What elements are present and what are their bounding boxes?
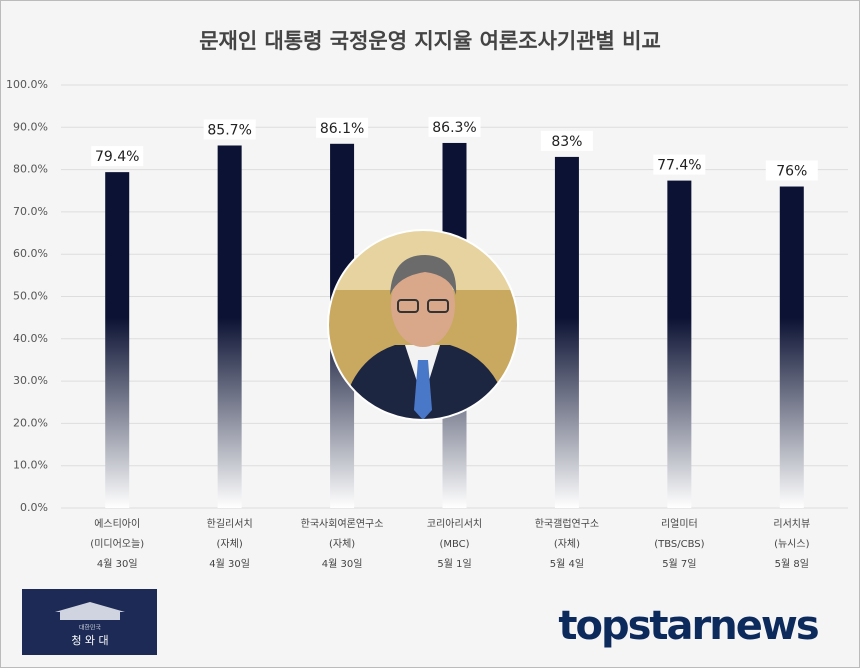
y-tick-label: 100.0% bbox=[6, 78, 48, 91]
value-label-bg bbox=[765, 160, 818, 181]
publisher-logo: topstarnews bbox=[558, 603, 817, 649]
x-tick-source: (MBC) bbox=[439, 539, 469, 550]
x-tick-label: 에스티아이 bbox=[94, 518, 140, 530]
y-tick-label: 90.0% bbox=[13, 120, 48, 133]
photo-border bbox=[327, 229, 519, 421]
x-tick-label: 리얼미터 bbox=[661, 518, 698, 530]
x-tick-source: (자체) bbox=[329, 538, 355, 550]
y-tick-label: 10.0% bbox=[13, 459, 48, 472]
y-tick-label: 0.0% bbox=[20, 501, 48, 514]
x-tick-source: (미디어오늘) bbox=[90, 538, 144, 550]
x-tick-date: 5월 1일 bbox=[437, 558, 471, 570]
value-label: 83% bbox=[551, 134, 582, 150]
value-label-bg bbox=[91, 146, 144, 167]
value-label: 86.3% bbox=[432, 120, 476, 136]
y-tick-label: 40.0% bbox=[13, 332, 48, 345]
bar bbox=[554, 156, 579, 508]
x-tick-source: (TBS/CBS) bbox=[654, 539, 704, 550]
y-tick-label: 50.0% bbox=[13, 290, 48, 303]
photo bbox=[328, 230, 518, 420]
x-tick-date: 5월 8일 bbox=[775, 558, 809, 570]
value-label: 86.1% bbox=[320, 121, 364, 137]
x-tick-label: 한국갤럽연구소 bbox=[535, 518, 599, 530]
value-label-bg bbox=[428, 116, 481, 137]
cheongwadae-logo bbox=[22, 589, 157, 655]
x-tick-date: 4월 30일 bbox=[97, 558, 138, 570]
x-tick-source: (자체) bbox=[554, 538, 580, 550]
value-label-bg bbox=[540, 130, 593, 151]
x-tick-source: (자체) bbox=[217, 538, 243, 550]
y-tick-label: 20.0% bbox=[13, 416, 48, 429]
x-tick-label: 코리아리서치 bbox=[427, 518, 482, 530]
x-tick-label: 한길리서치 bbox=[207, 517, 253, 530]
value-label-bg bbox=[653, 154, 706, 175]
value-label: 85.7% bbox=[207, 122, 251, 138]
x-tick-source: (뉴시스) bbox=[774, 538, 810, 550]
chart-title: 문재인 대통령 국정운영 지지율 여론조사기관별 비교 bbox=[199, 29, 661, 53]
value-label: 79.4% bbox=[95, 149, 139, 165]
bar bbox=[779, 186, 804, 508]
y-tick-label: 70.0% bbox=[13, 205, 48, 218]
cheongwadae-name: 청 와 대 bbox=[71, 634, 108, 647]
cheongwadae-roof bbox=[55, 602, 125, 620]
x-tick-label: 한국사회여론연구소 bbox=[301, 518, 384, 530]
x-tick-date: 4월 30일 bbox=[209, 558, 250, 570]
bar bbox=[667, 180, 692, 508]
cheongwadae-small: 대한민국 bbox=[79, 624, 102, 632]
value-label: 77.4% bbox=[657, 158, 701, 174]
x-tick-date: 5월 7일 bbox=[662, 558, 696, 570]
x-tick-date: 5월 4일 bbox=[550, 558, 584, 570]
bar bbox=[105, 172, 130, 508]
value-label-bg bbox=[316, 117, 369, 138]
bar bbox=[217, 145, 242, 508]
y-tick-label: 60.0% bbox=[13, 247, 48, 260]
y-tick-label: 30.0% bbox=[13, 374, 48, 387]
x-tick-label: 리서치뷰 bbox=[773, 518, 810, 530]
x-tick-date: 4월 30일 bbox=[322, 558, 363, 570]
y-tick-label: 80.0% bbox=[13, 163, 48, 176]
value-label: 76% bbox=[776, 164, 807, 180]
value-label-bg bbox=[203, 119, 256, 140]
